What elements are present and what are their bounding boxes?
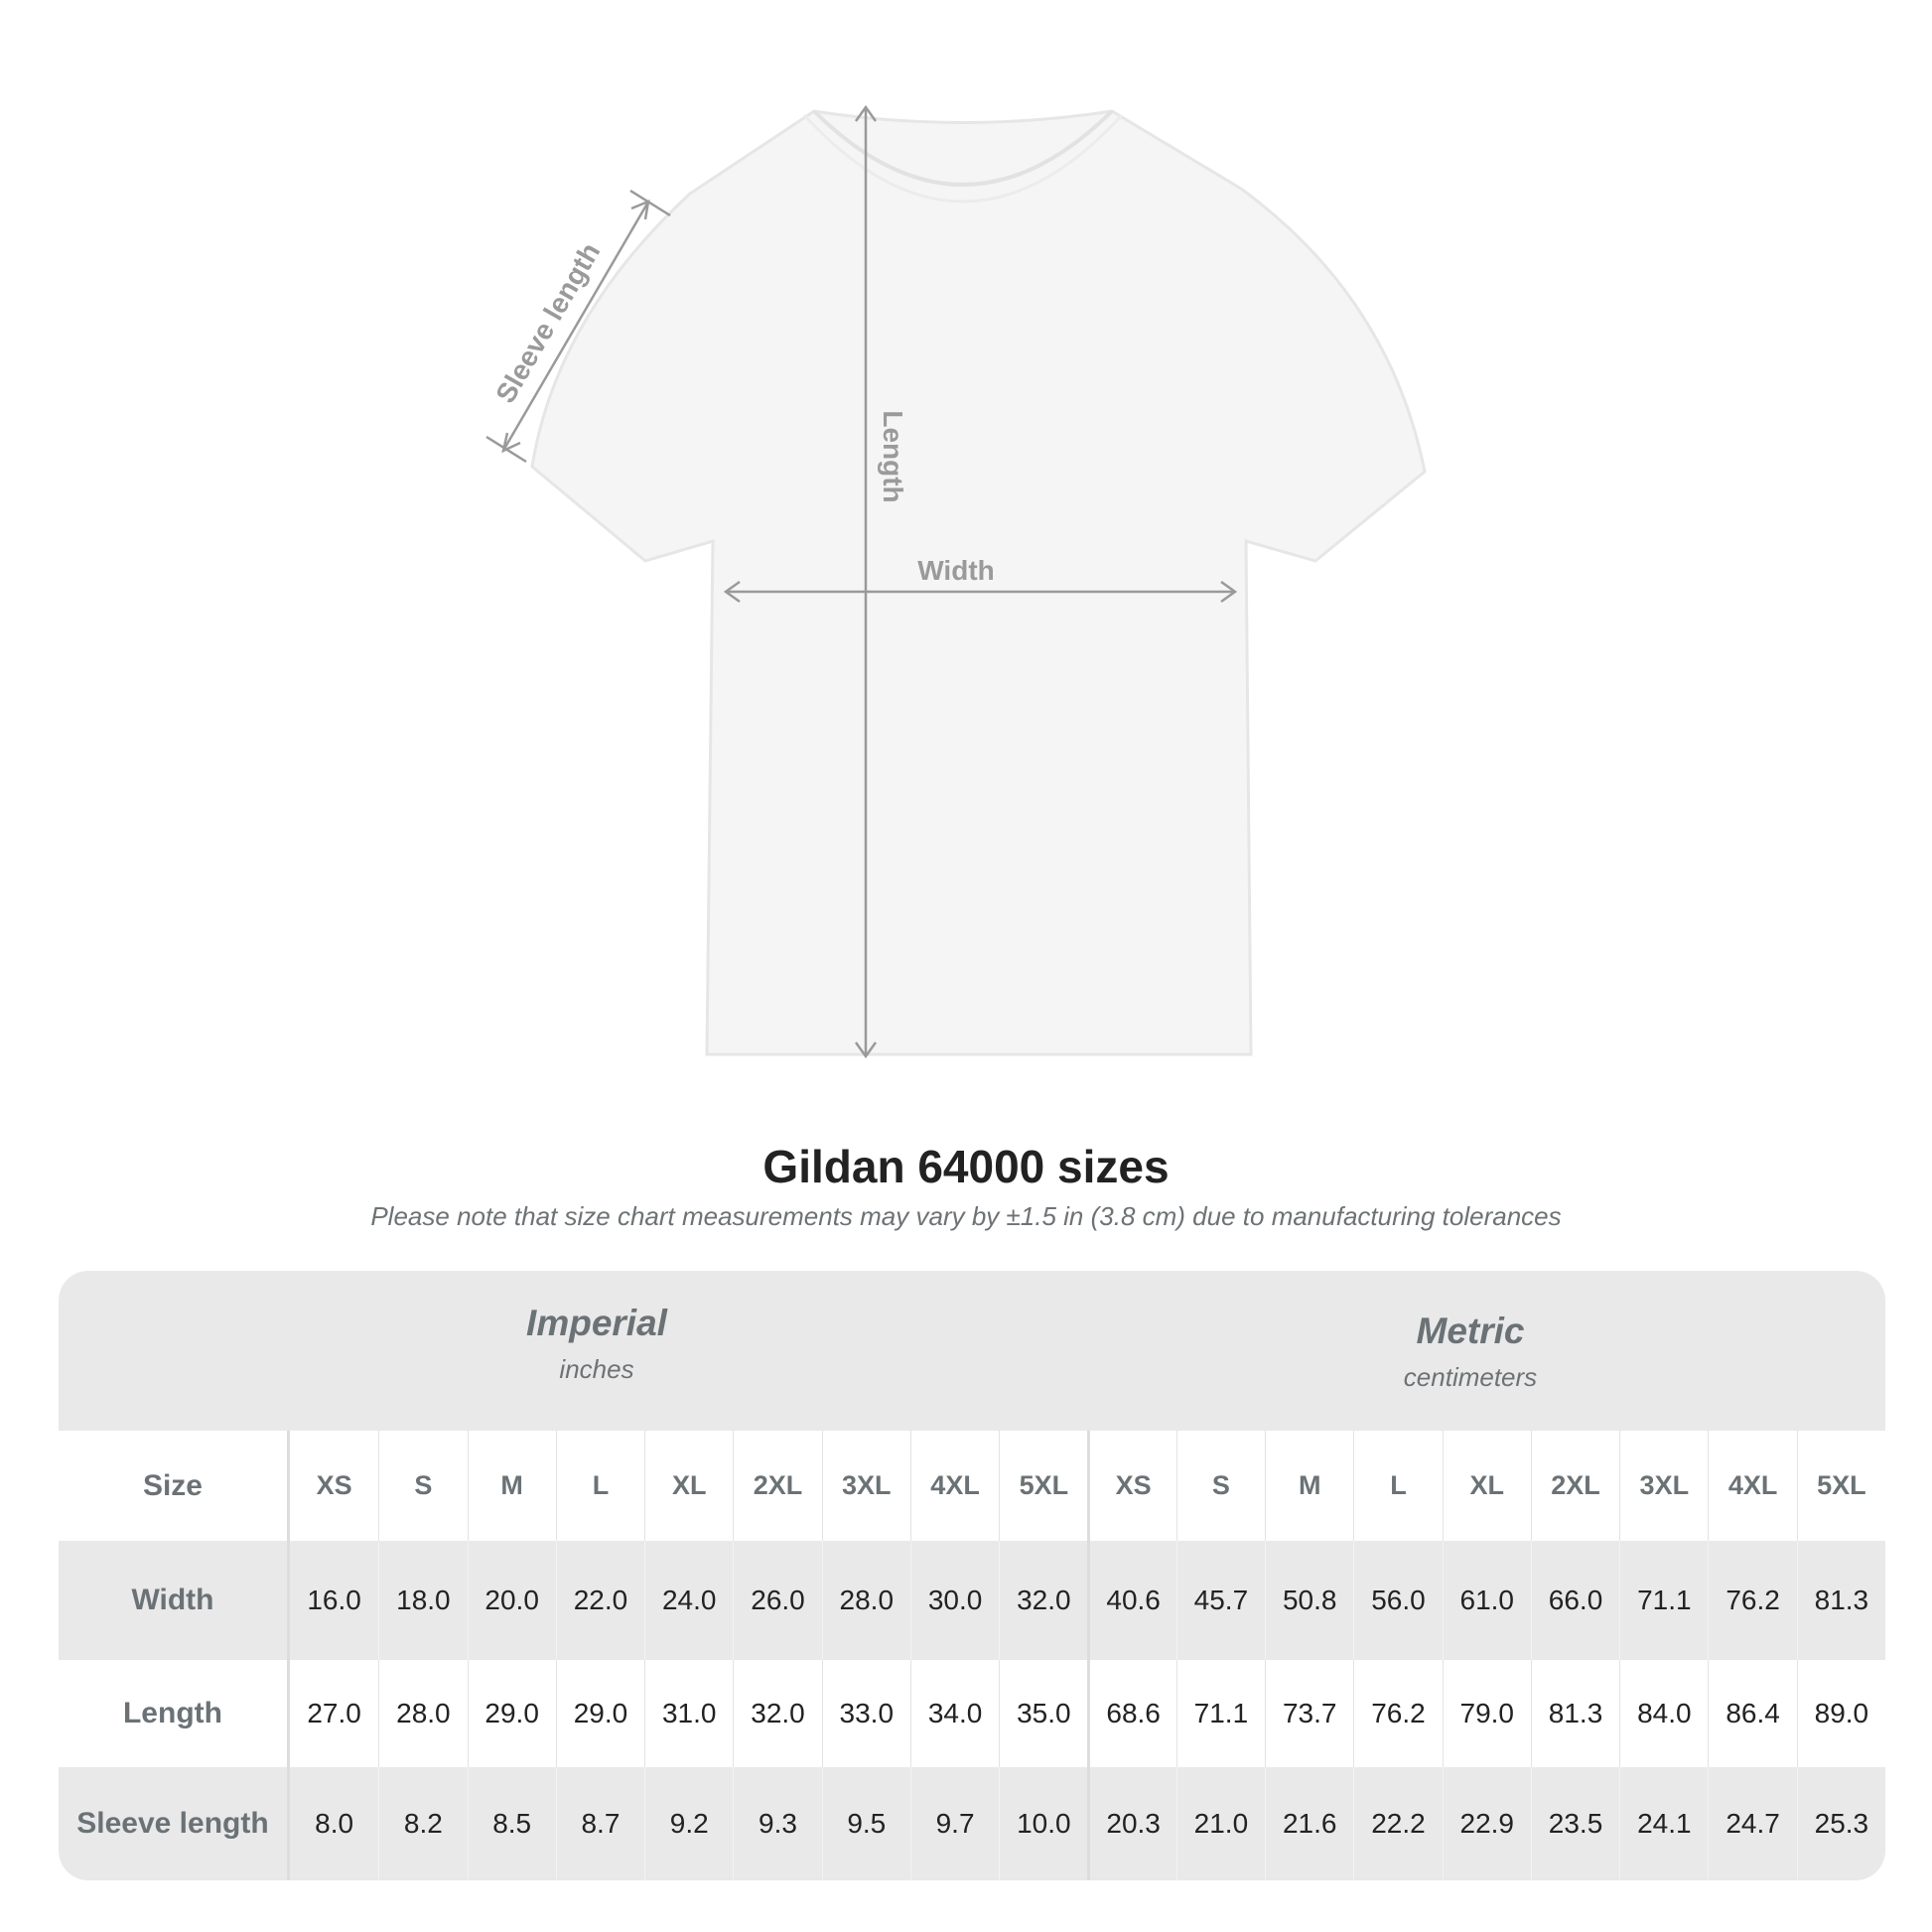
size-header-cell: 5XL — [999, 1431, 1087, 1541]
size-header-cell: S — [1175, 1431, 1265, 1541]
metric-unit: centimeters — [1403, 1362, 1538, 1392]
table-cell: 24.1 — [1619, 1767, 1708, 1880]
table-cell: 32.0 — [733, 1660, 821, 1767]
table-cell: 21.6 — [1265, 1767, 1353, 1880]
size-header-cell: 5XL — [1796, 1431, 1885, 1541]
size-header-cell: 2XL — [733, 1431, 821, 1541]
table-cell: 9.2 — [644, 1767, 733, 1880]
size-header-row: Size XS S M L XL 2XL 3XL 4XL 5XL XS S M L XL 2XL 3XL 4XL 5… — [59, 1431, 1885, 1541]
table-cell: 16.0 — [307, 1585, 361, 1615]
sleeve-arrow — [502, 203, 649, 450]
row-label: Sleeve length — [59, 1767, 290, 1880]
size-header-cell: XS — [316, 1470, 352, 1500]
table-cell: 23.5 — [1530, 1767, 1619, 1880]
table-cell: 50.8 — [1265, 1541, 1353, 1660]
table-cell: 26.0 — [733, 1541, 821, 1660]
table-cell: 56.0 — [1353, 1541, 1442, 1660]
table-cell: 8.2 — [378, 1767, 467, 1880]
size-header-cell: 4XL — [1708, 1431, 1796, 1541]
size-header-cell: M — [467, 1431, 556, 1541]
table-cell: 8.5 — [467, 1767, 556, 1880]
size-table: Imperial inches Metric centimeters Size X… — [59, 1271, 1885, 1880]
table-cell: 33.0 — [821, 1660, 910, 1767]
size-header-cell: S — [378, 1431, 467, 1541]
table-cell: 22.9 — [1442, 1767, 1531, 1880]
table-cell: 20.3 — [1087, 1767, 1175, 1880]
table-cell: 86.4 — [1708, 1660, 1796, 1767]
table-cell: 35.0 — [999, 1660, 1087, 1767]
table-cell: 34.0 — [909, 1660, 999, 1767]
table-cell: 18.0 — [378, 1541, 467, 1660]
size-header-cell: 2XL — [1530, 1431, 1619, 1541]
table-cell: 31.0 — [644, 1660, 733, 1767]
metric-header: Metric centimeters — [1222, 1311, 1719, 1393]
table-cell: 40.6 — [1087, 1541, 1175, 1660]
table-cell: 79.0 — [1442, 1660, 1531, 1767]
table-cell: 30.0 — [909, 1541, 999, 1660]
table-cell: 76.2 — [1353, 1660, 1442, 1767]
table-cell: 66.0 — [1530, 1541, 1619, 1660]
tolerance-note: Please note that size chart measurements… — [370, 1201, 1562, 1231]
tshirt-image — [530, 109, 1427, 1056]
table-cell: 29.0 — [555, 1660, 644, 1767]
table-cell: 24.0 — [644, 1541, 733, 1660]
size-header-cell: 3XL — [821, 1431, 910, 1541]
table-cell: 71.1 — [1175, 1660, 1265, 1767]
size-header-cell: 3XL — [1619, 1431, 1708, 1541]
table-cell: 73.7 — [1265, 1660, 1353, 1767]
table-cell: 61.0 — [1442, 1541, 1531, 1660]
table-cell: 84.0 — [1619, 1660, 1708, 1767]
length-label: Length — [878, 410, 908, 502]
table-cell: 22.2 — [1353, 1767, 1442, 1880]
size-header-cell: XL — [644, 1431, 733, 1541]
table-cell: 81.3 — [1530, 1660, 1619, 1767]
table-cell: 81.3 — [1796, 1541, 1885, 1660]
table-cell: 22.0 — [555, 1541, 644, 1660]
unit-header: Imperial inches Metric centimeters — [59, 1271, 1885, 1431]
table-cell: 9.5 — [821, 1767, 910, 1880]
table-cell: 68.6 — [1087, 1660, 1175, 1767]
table-cell: 8.7 — [555, 1767, 644, 1880]
table-cell: 24.7 — [1708, 1767, 1796, 1880]
table-cell: 9.7 — [909, 1767, 999, 1880]
size-header-cell: M — [1265, 1431, 1353, 1541]
table-cell: 20.0 — [467, 1541, 556, 1660]
table-row: Width 16.0 18.0 20.0 22.0 24.0 26.0 28.0 30.0 32.… — [59, 1541, 1885, 1660]
size-header-cell: 4XL — [909, 1431, 999, 1541]
page-title: Gildan 64000 sizes — [762, 1141, 1170, 1192]
row-label: Size — [59, 1431, 290, 1541]
size-header-cell: XS — [1087, 1431, 1175, 1541]
table-cell: 32.0 — [999, 1541, 1087, 1660]
table-cell: 28.0 — [378, 1660, 467, 1767]
table-cell: 71.1 — [1619, 1541, 1708, 1660]
metric-title: Metric — [1416, 1311, 1525, 1351]
tshirt-diagram: Length Width Sleeve length — [485, 104, 1427, 1059]
table-cell: 10.0 — [999, 1767, 1087, 1880]
table-cell: 29.0 — [467, 1660, 556, 1767]
table-cell: 76.2 — [1708, 1541, 1796, 1660]
imperial-unit: inches — [559, 1354, 634, 1384]
table-row: Sleeve length 8.0 8.2 8.5 8.7 9.2 9.3 9.5 9.7 10.… — [59, 1767, 1885, 1880]
table-cell: 28.0 — [821, 1541, 910, 1660]
imperial-title: Imperial — [526, 1303, 667, 1343]
row-label: Width — [59, 1541, 290, 1660]
width-label: Width — [917, 555, 995, 586]
row-label: Length — [59, 1660, 290, 1767]
table-cell: 25.3 — [1796, 1767, 1885, 1880]
table-cell: 21.0 — [1175, 1767, 1265, 1880]
table-cell: 89.0 — [1796, 1660, 1885, 1767]
table-cell: 27.0 — [307, 1698, 361, 1728]
table-cell: 45.7 — [1175, 1541, 1265, 1660]
size-header-cell: L — [555, 1431, 644, 1541]
size-header-cell: L — [1353, 1431, 1442, 1541]
size-header-cell: XL — [1442, 1431, 1531, 1541]
imperial-header: Imperial inches — [348, 1303, 845, 1385]
table-row: Length 27.0 28.0 29.0 29.0 31.0 32.0 33.0 34.0 35… — [59, 1660, 1885, 1767]
table-cell: 8.0 — [315, 1808, 354, 1839]
table-cell: 9.3 — [733, 1767, 821, 1880]
